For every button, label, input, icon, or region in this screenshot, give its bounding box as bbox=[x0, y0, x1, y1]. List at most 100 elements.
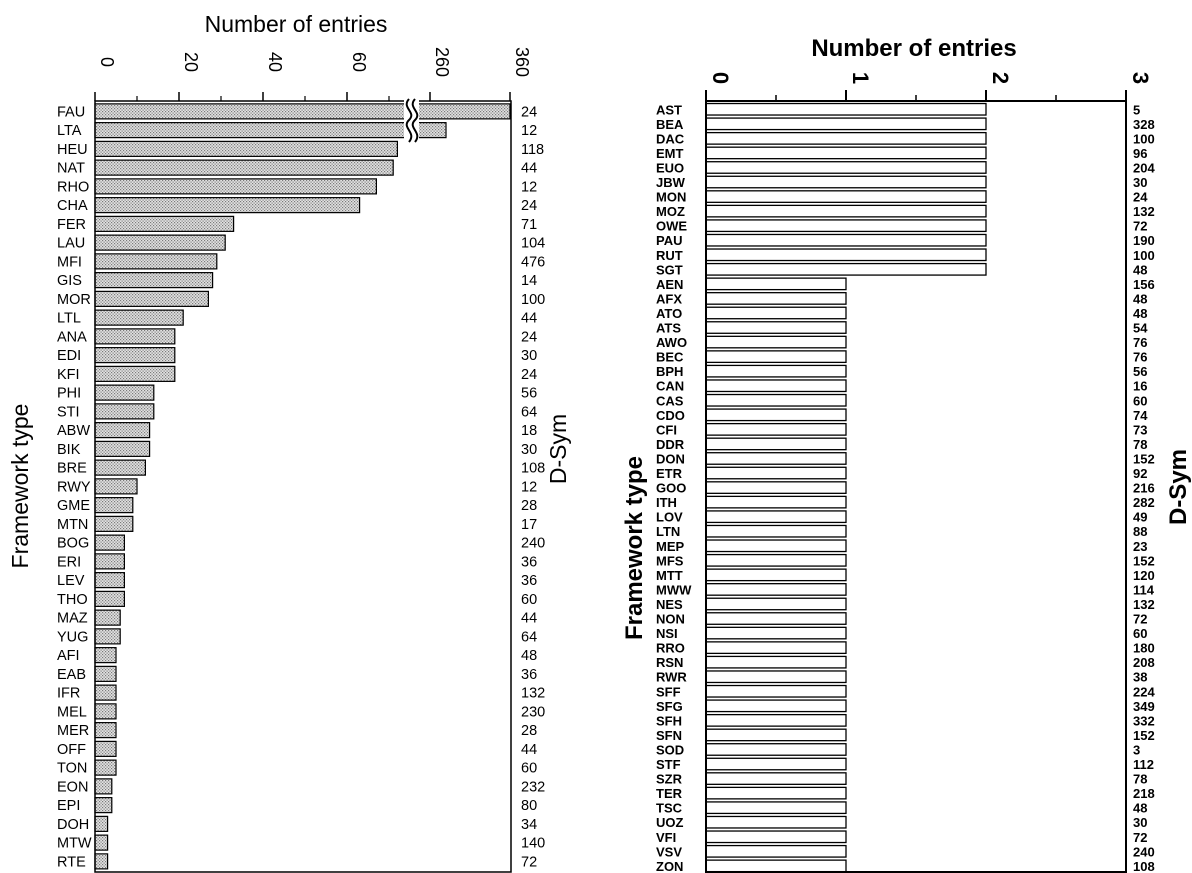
category-label: LTN bbox=[656, 524, 680, 539]
bar-kfi bbox=[94, 365, 176, 382]
category-label: RWY bbox=[57, 479, 91, 495]
category-label: ETR bbox=[656, 466, 683, 481]
category-label: DAC bbox=[656, 131, 685, 146]
dsym-label: 108 bbox=[1133, 859, 1155, 873]
category-label: MON bbox=[656, 190, 686, 205]
bar-jbw bbox=[705, 175, 987, 189]
left-axis-break bbox=[404, 98, 419, 143]
bar-ter bbox=[705, 786, 847, 800]
dsym-label: 64 bbox=[521, 404, 537, 420]
category-label: LEV bbox=[57, 573, 85, 589]
dsym-label: 18 bbox=[521, 423, 537, 439]
category-label: ANA bbox=[57, 329, 87, 345]
category-label: BPH bbox=[656, 364, 683, 379]
bar-ana bbox=[94, 328, 176, 345]
left-plot-frame bbox=[94, 100, 512, 873]
category-label: CFI bbox=[656, 422, 677, 437]
category-label: AST bbox=[656, 102, 682, 117]
dsym-label: 48 bbox=[1133, 262, 1147, 277]
dsym-label: 28 bbox=[521, 498, 537, 514]
category-label: STI bbox=[57, 404, 80, 420]
dsym-label: 38 bbox=[1133, 670, 1147, 685]
dsym-label: 132 bbox=[1133, 204, 1155, 219]
bar-mon bbox=[705, 190, 987, 203]
category-label: GIS bbox=[57, 273, 82, 289]
dsym-label: 232 bbox=[521, 779, 545, 795]
bar-cas bbox=[705, 393, 847, 407]
dsym-label: 74 bbox=[1133, 408, 1148, 423]
bar-ith bbox=[705, 495, 847, 509]
dsym-label: 108 bbox=[521, 461, 545, 477]
dsym-label: 156 bbox=[1133, 277, 1155, 292]
bar-rwy bbox=[94, 478, 138, 495]
category-label: HEU bbox=[57, 142, 88, 158]
dsym-label: 44 bbox=[521, 311, 537, 327]
dsym-label: 88 bbox=[1133, 524, 1147, 539]
category-label: NON bbox=[656, 612, 685, 627]
category-label: EUO bbox=[656, 160, 684, 175]
left-bars bbox=[94, 103, 511, 870]
bar-don bbox=[705, 452, 847, 465]
bar-ddr bbox=[705, 437, 847, 451]
bar-can bbox=[705, 379, 847, 393]
category-label: MWW bbox=[656, 582, 692, 597]
category-label: EPI bbox=[57, 798, 80, 814]
right-y-axis-label: Framework type bbox=[621, 456, 648, 640]
category-label: MFS bbox=[656, 553, 684, 568]
dsym-label: 56 bbox=[1133, 364, 1147, 379]
category-label: EDI bbox=[57, 348, 81, 364]
category-label: LOV bbox=[656, 510, 683, 525]
category-label: DOH bbox=[57, 817, 89, 833]
category-label: MTT bbox=[656, 568, 683, 583]
x-tick-label: 0 bbox=[708, 72, 733, 84]
dsym-label: 17 bbox=[521, 517, 537, 533]
dsym-label: 230 bbox=[521, 704, 545, 720]
dsym-label: 100 bbox=[1133, 131, 1155, 146]
category-label: ATS bbox=[656, 321, 681, 336]
dsym-label: 48 bbox=[1133, 291, 1147, 306]
category-label: RWR bbox=[656, 670, 687, 685]
category-label: CAS bbox=[656, 393, 684, 408]
category-label: TSC bbox=[656, 801, 683, 816]
dsym-label: 71 bbox=[521, 217, 537, 233]
category-label: RTE bbox=[57, 854, 86, 870]
dsym-label: 60 bbox=[1133, 393, 1147, 408]
bar-etr bbox=[705, 466, 847, 480]
bar-mtt bbox=[705, 568, 847, 582]
category-label: YUG bbox=[57, 629, 88, 645]
left-x-ticks: 0 20 40 60 260 360 bbox=[94, 47, 532, 101]
bar-phi bbox=[94, 384, 155, 401]
bar-zon bbox=[705, 859, 847, 873]
dsym-label: 48 bbox=[1133, 306, 1147, 321]
dsym-label: 16 bbox=[1133, 379, 1147, 394]
dsym-label: 240 bbox=[1133, 844, 1155, 859]
dsym-label: 28 bbox=[521, 723, 537, 739]
category-label: MFI bbox=[57, 254, 82, 270]
bar-bik bbox=[94, 440, 151, 457]
x-tick-label: 20 bbox=[181, 52, 201, 72]
category-label: PAU bbox=[656, 233, 682, 248]
category-label: LTA bbox=[57, 123, 82, 139]
bar-szr bbox=[705, 772, 847, 785]
category-label: NES bbox=[656, 597, 683, 612]
category-label: FER bbox=[57, 217, 86, 233]
category-label: VSV bbox=[656, 844, 682, 859]
category-label: RRO bbox=[656, 641, 685, 656]
dsym-label: 112 bbox=[1133, 757, 1154, 772]
bar-sod bbox=[705, 743, 847, 756]
bar-bog bbox=[94, 534, 125, 551]
right-bars bbox=[705, 102, 987, 873]
bar-mel bbox=[94, 703, 117, 720]
category-label: NSI bbox=[656, 626, 678, 641]
dsym-label: 60 bbox=[521, 592, 537, 608]
category-label: ABW bbox=[57, 423, 90, 439]
bar-cdo bbox=[705, 408, 847, 422]
bar-sfg bbox=[705, 699, 847, 713]
bar-uoz bbox=[705, 815, 847, 829]
bar-lov bbox=[705, 510, 847, 524]
category-label: MOZ bbox=[656, 204, 685, 219]
bar-ltn bbox=[705, 524, 847, 538]
bar-goo bbox=[705, 481, 847, 494]
bar-fau bbox=[94, 103, 511, 120]
